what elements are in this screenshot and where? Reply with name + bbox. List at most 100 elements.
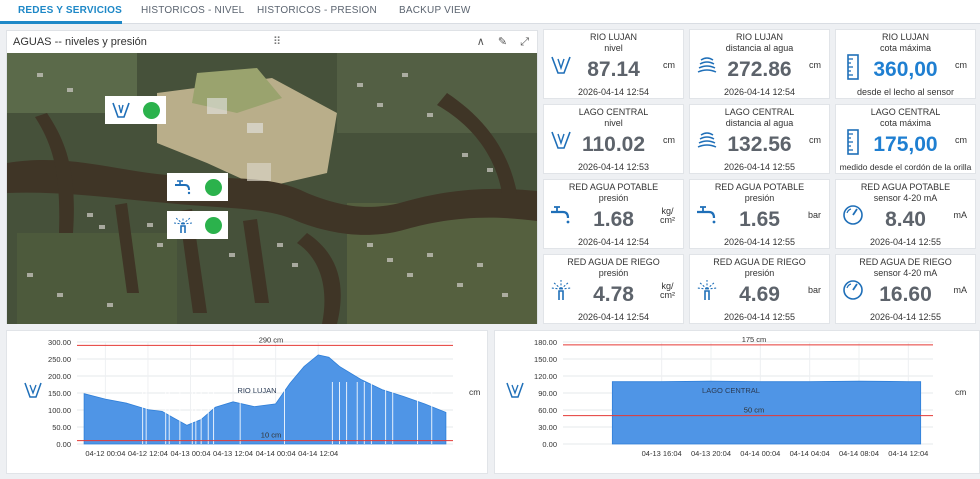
chart-card-rio-lujan: 0.00 50.00 100.00 150.00 200.00 250.00 300.00 0… xyxy=(6,330,488,474)
chart-card-lago-central: 0.00 30.00 60.00 90.00 120.00 150.00 180.00 04-… xyxy=(494,330,980,474)
y-tick-label: 150.00 xyxy=(48,389,71,398)
metric-subtitle: nivel xyxy=(604,43,623,53)
metric-tile[interactable]: RIO LUJAN cota máxima 360,00 cm desde el lec… xyxy=(835,29,976,99)
metric-timestamp: 2026-04-14 12:55 xyxy=(723,237,796,247)
y-tick-label: 120.00 xyxy=(534,372,557,381)
y-tick-label: 0.00 xyxy=(56,440,71,449)
icon-stroke xyxy=(24,382,42,398)
metric-tile[interactable]: RED AGUA POTABLE presión 1.65 bar 2026-04-14… xyxy=(689,179,830,249)
x-tick-label: 04-14 00:04 xyxy=(256,449,296,458)
metric-unit: mA xyxy=(953,210,968,220)
satellite-map[interactable] xyxy=(7,53,537,324)
y-tick-label: 250.00 xyxy=(48,355,71,364)
metric-value: 175,00 xyxy=(873,133,938,156)
tab-historicos-presion[interactable]: HISTORICOS - PRESION xyxy=(257,5,377,16)
y-tick-label: 60.00 xyxy=(538,406,557,415)
metric-unit: cm xyxy=(955,60,967,70)
metric-unit: cm xyxy=(809,60,821,70)
metric-tile[interactable]: RIO LUJAN nivel 87.14 cm 2026-04-14 12:54 xyxy=(543,29,684,99)
metric-timestamp: 2026-04-14 12:55 xyxy=(723,162,796,172)
sprinkler-icon xyxy=(696,279,718,303)
y-tick-label: 90.00 xyxy=(538,389,557,398)
metric-unit: cm xyxy=(955,135,967,145)
x-tick-label: 04-13 20:04 xyxy=(691,449,731,458)
metric-title: RIO LUJAN xyxy=(589,32,637,42)
x-tick-label: 04-12 00:04 xyxy=(85,449,125,458)
metric-subtitle: presión xyxy=(744,193,775,203)
metric-tile[interactable]: RED AGUA DE RIEGO presión 4.78 kg/cm² 2026-0… xyxy=(543,254,684,324)
sprinkler-icon xyxy=(550,279,572,303)
metric-timestamp: 2026-04-14 12:55 xyxy=(869,237,942,247)
lago-central-level-chart: 0.00 30.00 60.00 90.00 120.00 150.00 180.00 04-… xyxy=(506,335,966,458)
x-tick-label: 04-13 00:04 xyxy=(170,449,210,458)
status-dot-ok xyxy=(205,178,222,196)
metric-subtitle: cota máxima xyxy=(879,43,932,53)
metric-unit: mA xyxy=(953,285,968,295)
threshold-label: 175 cm xyxy=(742,335,767,344)
water-level-icon xyxy=(24,382,42,398)
metric-tile[interactable]: RED AGUA DE RIEGO presión 4.69 bar 2026-04-1… xyxy=(689,254,830,324)
metric-tile[interactable]: RED AGUA POTABLE sensor 4-20 mA 8.40 mA 2026… xyxy=(835,179,976,249)
metric-subtitle: presión xyxy=(744,268,775,278)
metric-tile[interactable]: LAGO CENTRAL cota máxima 175,00 cm medido de… xyxy=(835,104,976,174)
metric-timestamp: 2026-04-14 12:55 xyxy=(723,312,796,322)
y-tick-label: 300.00 xyxy=(48,338,71,347)
metric-subtitle: sensor 4-20 mA xyxy=(873,268,938,278)
y-tick-label: 150.00 xyxy=(534,355,557,364)
metric-subtitle: sensor 4-20 mA xyxy=(873,193,938,203)
y-tick-label: 0.00 xyxy=(542,440,557,449)
ruler-icon xyxy=(842,129,864,155)
metric-unit: cm xyxy=(663,60,675,70)
map-marker-water-level[interactable] xyxy=(105,96,166,124)
active-tab-indicator xyxy=(0,21,122,24)
expand-icon[interactable]: ⤢ xyxy=(520,36,529,48)
tab-redes-y-servicios[interactable]: REDES Y SERVICIOS xyxy=(18,5,122,16)
ultrasonic-sensor-icon xyxy=(696,129,718,153)
status-dot-ok xyxy=(143,101,160,119)
water-level-icon xyxy=(550,129,572,153)
unit-label: cm xyxy=(469,387,480,397)
x-tick-label: 04-12 12:04 xyxy=(128,449,168,458)
tab-backup-view[interactable]: BACKUP VIEW xyxy=(399,5,471,16)
metric-value: 8.40 xyxy=(885,208,926,231)
metric-title: LAGO CENTRAL xyxy=(578,107,649,117)
metric-value: 4.78 xyxy=(593,283,634,306)
map-marker-irrigation[interactable] xyxy=(167,211,228,239)
metric-tile[interactable]: RED AGUA DE RIEGO sensor 4-20 mA 16.60 mA 20… xyxy=(835,254,976,324)
y-tick-label: 30.00 xyxy=(538,423,557,432)
metric-unit: kg/cm² xyxy=(660,206,675,225)
collapse-icon[interactable]: ∧ xyxy=(476,36,485,48)
metric-unit: bar xyxy=(807,210,821,220)
metric-timestamp: medido desde el cordón de la orilla xyxy=(839,162,972,172)
x-tick-label: 04-14 12:04 xyxy=(888,449,928,458)
metric-title: RED AGUA DE RIEGO xyxy=(713,257,806,267)
tab-bar: REDES Y SERVICIOS HISTORICOS - NIVEL HIS… xyxy=(0,0,980,24)
series-label: LAGO CENTRAL xyxy=(702,386,760,395)
metric-tile[interactable]: RED AGUA POTABLE presión 1.68 kg/cm² 2026-04… xyxy=(543,179,684,249)
metric-timestamp: 2026-04-14 12:54 xyxy=(577,237,650,247)
metric-tile[interactable]: RIO LUJAN distancia al agua 272.86 cm 2026-0… xyxy=(689,29,830,99)
water-level-icon xyxy=(506,382,524,398)
metric-tile[interactable]: LAGO CENTRAL nivel 110.02 cm 2026-04-14 12:5… xyxy=(543,104,684,174)
map-card-header: AGUAS -- niveles y presión ⠿ ∧ ✎ ⤢ xyxy=(7,31,537,53)
map-card-title: AGUAS -- niveles y presión xyxy=(13,36,147,48)
metric-title: RED AGUA POTABLE xyxy=(568,182,659,192)
tab-historicos-nivel[interactable]: HISTORICOS - NIVEL xyxy=(141,5,245,16)
threshold-label: 290 cm xyxy=(259,335,284,344)
metric-subtitle: presión xyxy=(598,268,629,278)
water-level-icon xyxy=(550,54,572,78)
map-marker-potable-water[interactable] xyxy=(167,173,228,201)
edit-icon[interactable]: ✎ xyxy=(497,36,508,48)
metric-unit: cm xyxy=(663,135,675,145)
metric-value: 272.86 xyxy=(727,58,792,81)
metric-subtitle: nivel xyxy=(604,118,623,128)
metric-unit: kg/cm² xyxy=(660,281,675,300)
metric-tile[interactable]: LAGO CENTRAL distancia al agua 132.56 cm 202… xyxy=(689,104,830,174)
metric-timestamp: 2026-04-14 12:53 xyxy=(577,162,650,172)
metric-subtitle: distancia al agua xyxy=(725,118,794,128)
x-tick-label: 04-14 08:04 xyxy=(839,449,879,458)
series-label: RIO LUJAN xyxy=(237,386,276,395)
drag-handle-icon[interactable]: ⠿ xyxy=(273,36,282,48)
gauge-icon xyxy=(842,279,864,303)
map-card: AGUAS -- niveles y presión ⠿ ∧ ✎ ⤢ xyxy=(6,30,538,324)
